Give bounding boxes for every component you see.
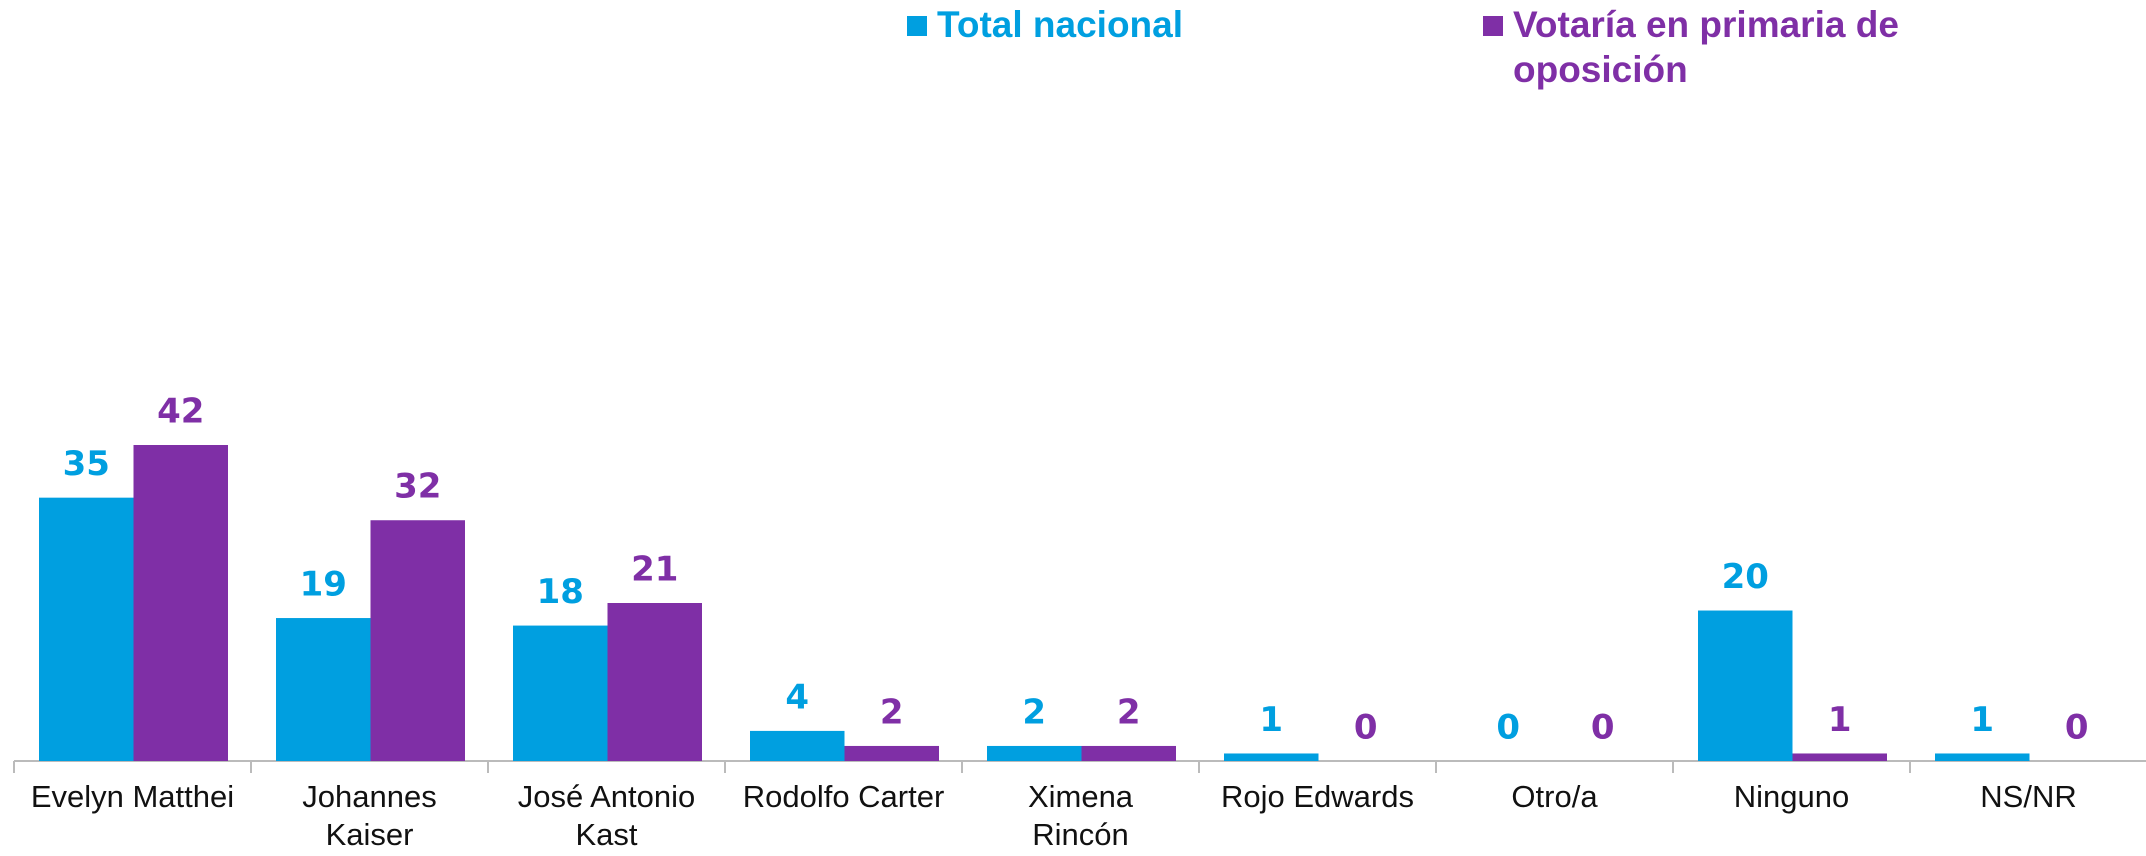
- bar: [276, 618, 371, 761]
- value-label: 1: [1828, 700, 1852, 740]
- x-tick-label: Johannes Kaiser: [302, 779, 437, 852]
- bar: [133, 445, 228, 761]
- x-tick-label: Ximena Rincón: [1027, 779, 1134, 852]
- x-tick-label: NS/NR: [1980, 779, 2077, 814]
- x-tick-label: Evelyn Matthei: [30, 779, 235, 814]
- value-label: 2: [1117, 692, 1141, 732]
- bar: [370, 520, 465, 761]
- x-tick-label: Otro/a: [1511, 779, 1598, 814]
- value-label: 1: [1259, 700, 1283, 740]
- value-label: 0: [1354, 708, 1378, 748]
- bar: [987, 745, 1082, 761]
- bar: [607, 603, 702, 761]
- legend-swatch: [907, 16, 927, 36]
- x-tick-label: Rodolfo Carter: [742, 779, 945, 814]
- value-label: 20: [1722, 557, 1769, 597]
- value-label: 32: [394, 467, 441, 507]
- value-label: 0: [1591, 708, 1615, 748]
- value-label: 1: [1970, 700, 1994, 740]
- x-tick-label: Rojo Edwards: [1221, 779, 1414, 814]
- value-label: 19: [300, 565, 347, 605]
- legend-swatch: [1483, 16, 1503, 36]
- x-tick-label: José Antonio Kast: [517, 779, 696, 852]
- bar: [1698, 610, 1793, 761]
- value-label: 2: [1022, 692, 1046, 732]
- x-tick-label: Ninguno: [1733, 779, 1850, 814]
- legend-label: Votaría en primaria de oposición: [1513, 4, 1899, 90]
- bar: [39, 497, 134, 761]
- value-label: 21: [631, 550, 678, 590]
- legend-label: Total nacional: [937, 4, 1184, 45]
- bar: [1935, 753, 2030, 761]
- value-label: 42: [157, 392, 204, 432]
- bar: [1224, 753, 1319, 761]
- bar: [844, 745, 939, 761]
- value-label: 4: [785, 677, 809, 717]
- bar: [1081, 745, 1176, 761]
- value-label: 35: [63, 444, 110, 484]
- bar: [1792, 753, 1887, 761]
- value-label: 18: [537, 572, 584, 612]
- bar: [513, 625, 608, 761]
- value-label: 0: [2065, 708, 2089, 748]
- value-label: 2: [880, 692, 904, 732]
- value-label: 0: [1496, 708, 1520, 748]
- bar: [750, 730, 845, 761]
